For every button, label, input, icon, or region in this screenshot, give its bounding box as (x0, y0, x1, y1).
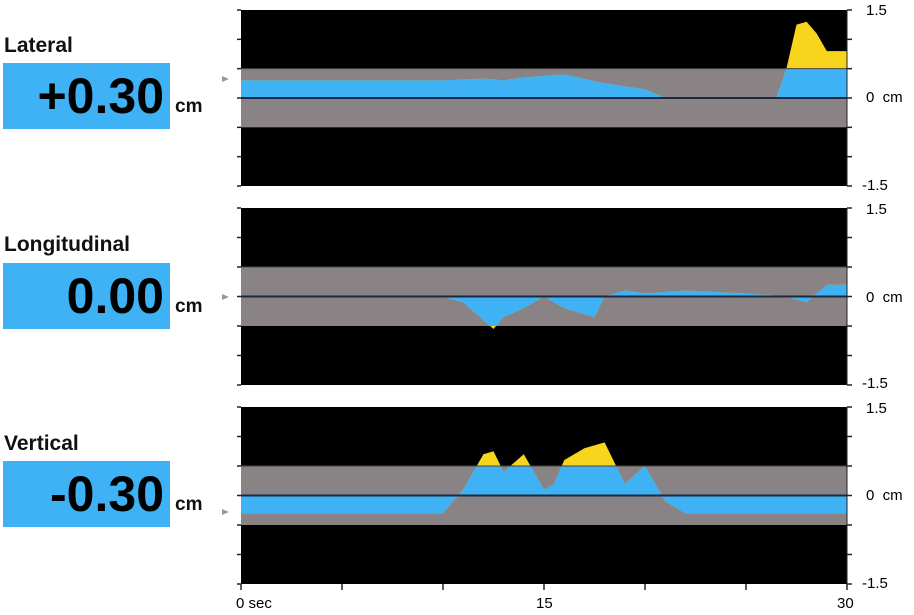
vertical-label: Vertical (4, 432, 79, 455)
panel3-ymax: 1.5 (866, 400, 887, 417)
within-area (241, 68, 847, 98)
panel3-ymin: -1.5 (862, 575, 888, 592)
within-area (241, 466, 847, 514)
vertical-unit: cm (175, 494, 203, 515)
vertical-marker-icon (222, 509, 229, 515)
longitudinal-marker-icon (222, 294, 229, 300)
xaxis-label-end: 30 (837, 595, 854, 612)
xaxis-label-start: 0 sec (236, 595, 272, 612)
vertical-value-box: -0.30 (3, 461, 170, 527)
lateral-label: Lateral (4, 34, 73, 57)
within-area (241, 284, 847, 326)
lateral-unit: cm (175, 96, 203, 117)
lateral-marker-icon (222, 76, 229, 82)
lateral-value-box: +0.30 (3, 63, 170, 129)
panel3-zero: 0 cm (866, 487, 903, 504)
panel2-ymin: -1.5 (862, 375, 888, 392)
panel1-ymax: 1.5 (866, 2, 887, 19)
longitudinal-label: Longitudinal (4, 233, 130, 256)
xaxis-label-mid: 15 (536, 595, 553, 612)
panel2-ymax: 1.5 (866, 201, 887, 218)
panel2-zero: 0 cm (866, 289, 903, 306)
panel1-ymin: -1.5 (862, 177, 888, 194)
longitudinal-value-box: 0.00 (3, 263, 170, 329)
longitudinal-unit: cm (175, 296, 203, 317)
panel1-zero: 0 cm (866, 89, 903, 106)
